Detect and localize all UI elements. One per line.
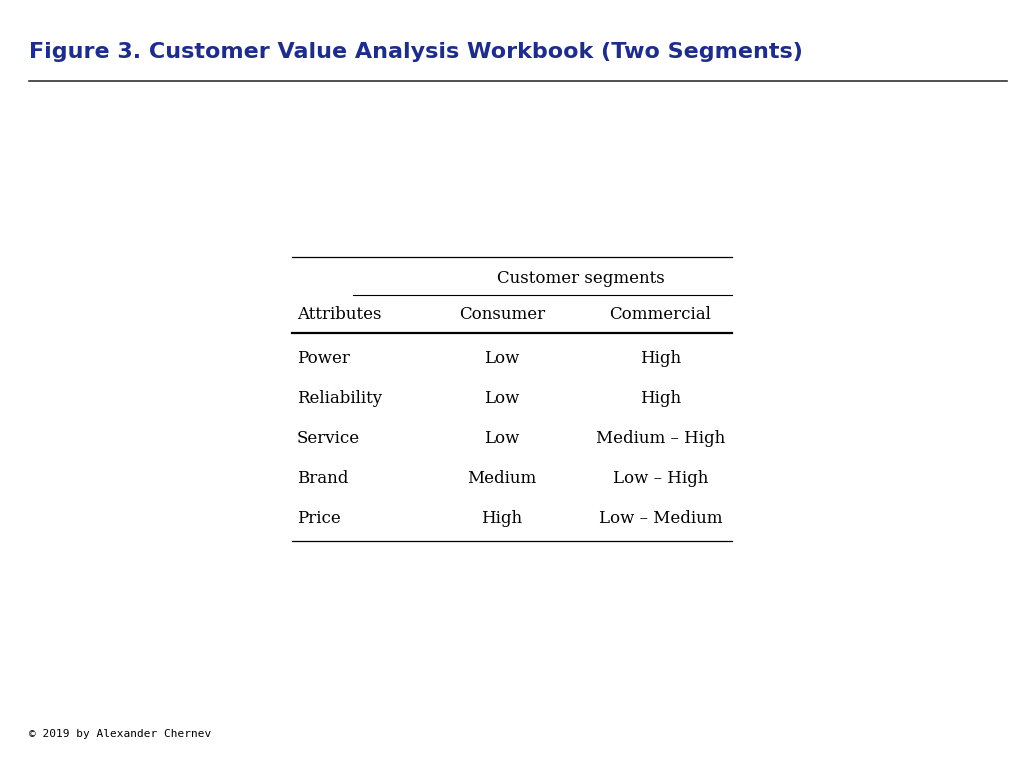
Text: High: High — [640, 390, 681, 407]
Text: Low – Medium: Low – Medium — [599, 510, 722, 527]
Text: High: High — [640, 350, 681, 367]
Text: Price: Price — [297, 510, 341, 527]
Text: Commercial: Commercial — [609, 306, 712, 323]
Text: Low: Low — [484, 390, 519, 407]
Text: High: High — [481, 510, 522, 527]
Text: Medium: Medium — [467, 470, 537, 487]
Text: Low – High: Low – High — [612, 470, 709, 487]
Text: Low: Low — [484, 430, 519, 447]
Text: Figure 3. Customer Value Analysis Workbook (Two Segments): Figure 3. Customer Value Analysis Workbo… — [29, 42, 803, 62]
Text: Medium – High: Medium – High — [596, 430, 725, 447]
Text: Consumer: Consumer — [459, 306, 545, 323]
Text: Brand: Brand — [297, 470, 348, 487]
Text: Power: Power — [297, 350, 350, 367]
Text: Reliability: Reliability — [297, 390, 382, 407]
Text: Attributes: Attributes — [297, 306, 382, 323]
Text: Service: Service — [297, 430, 360, 447]
Text: © 2019 by Alexander Chernev: © 2019 by Alexander Chernev — [29, 729, 211, 739]
Text: Customer segments: Customer segments — [498, 270, 665, 286]
Text: Low: Low — [484, 350, 519, 367]
